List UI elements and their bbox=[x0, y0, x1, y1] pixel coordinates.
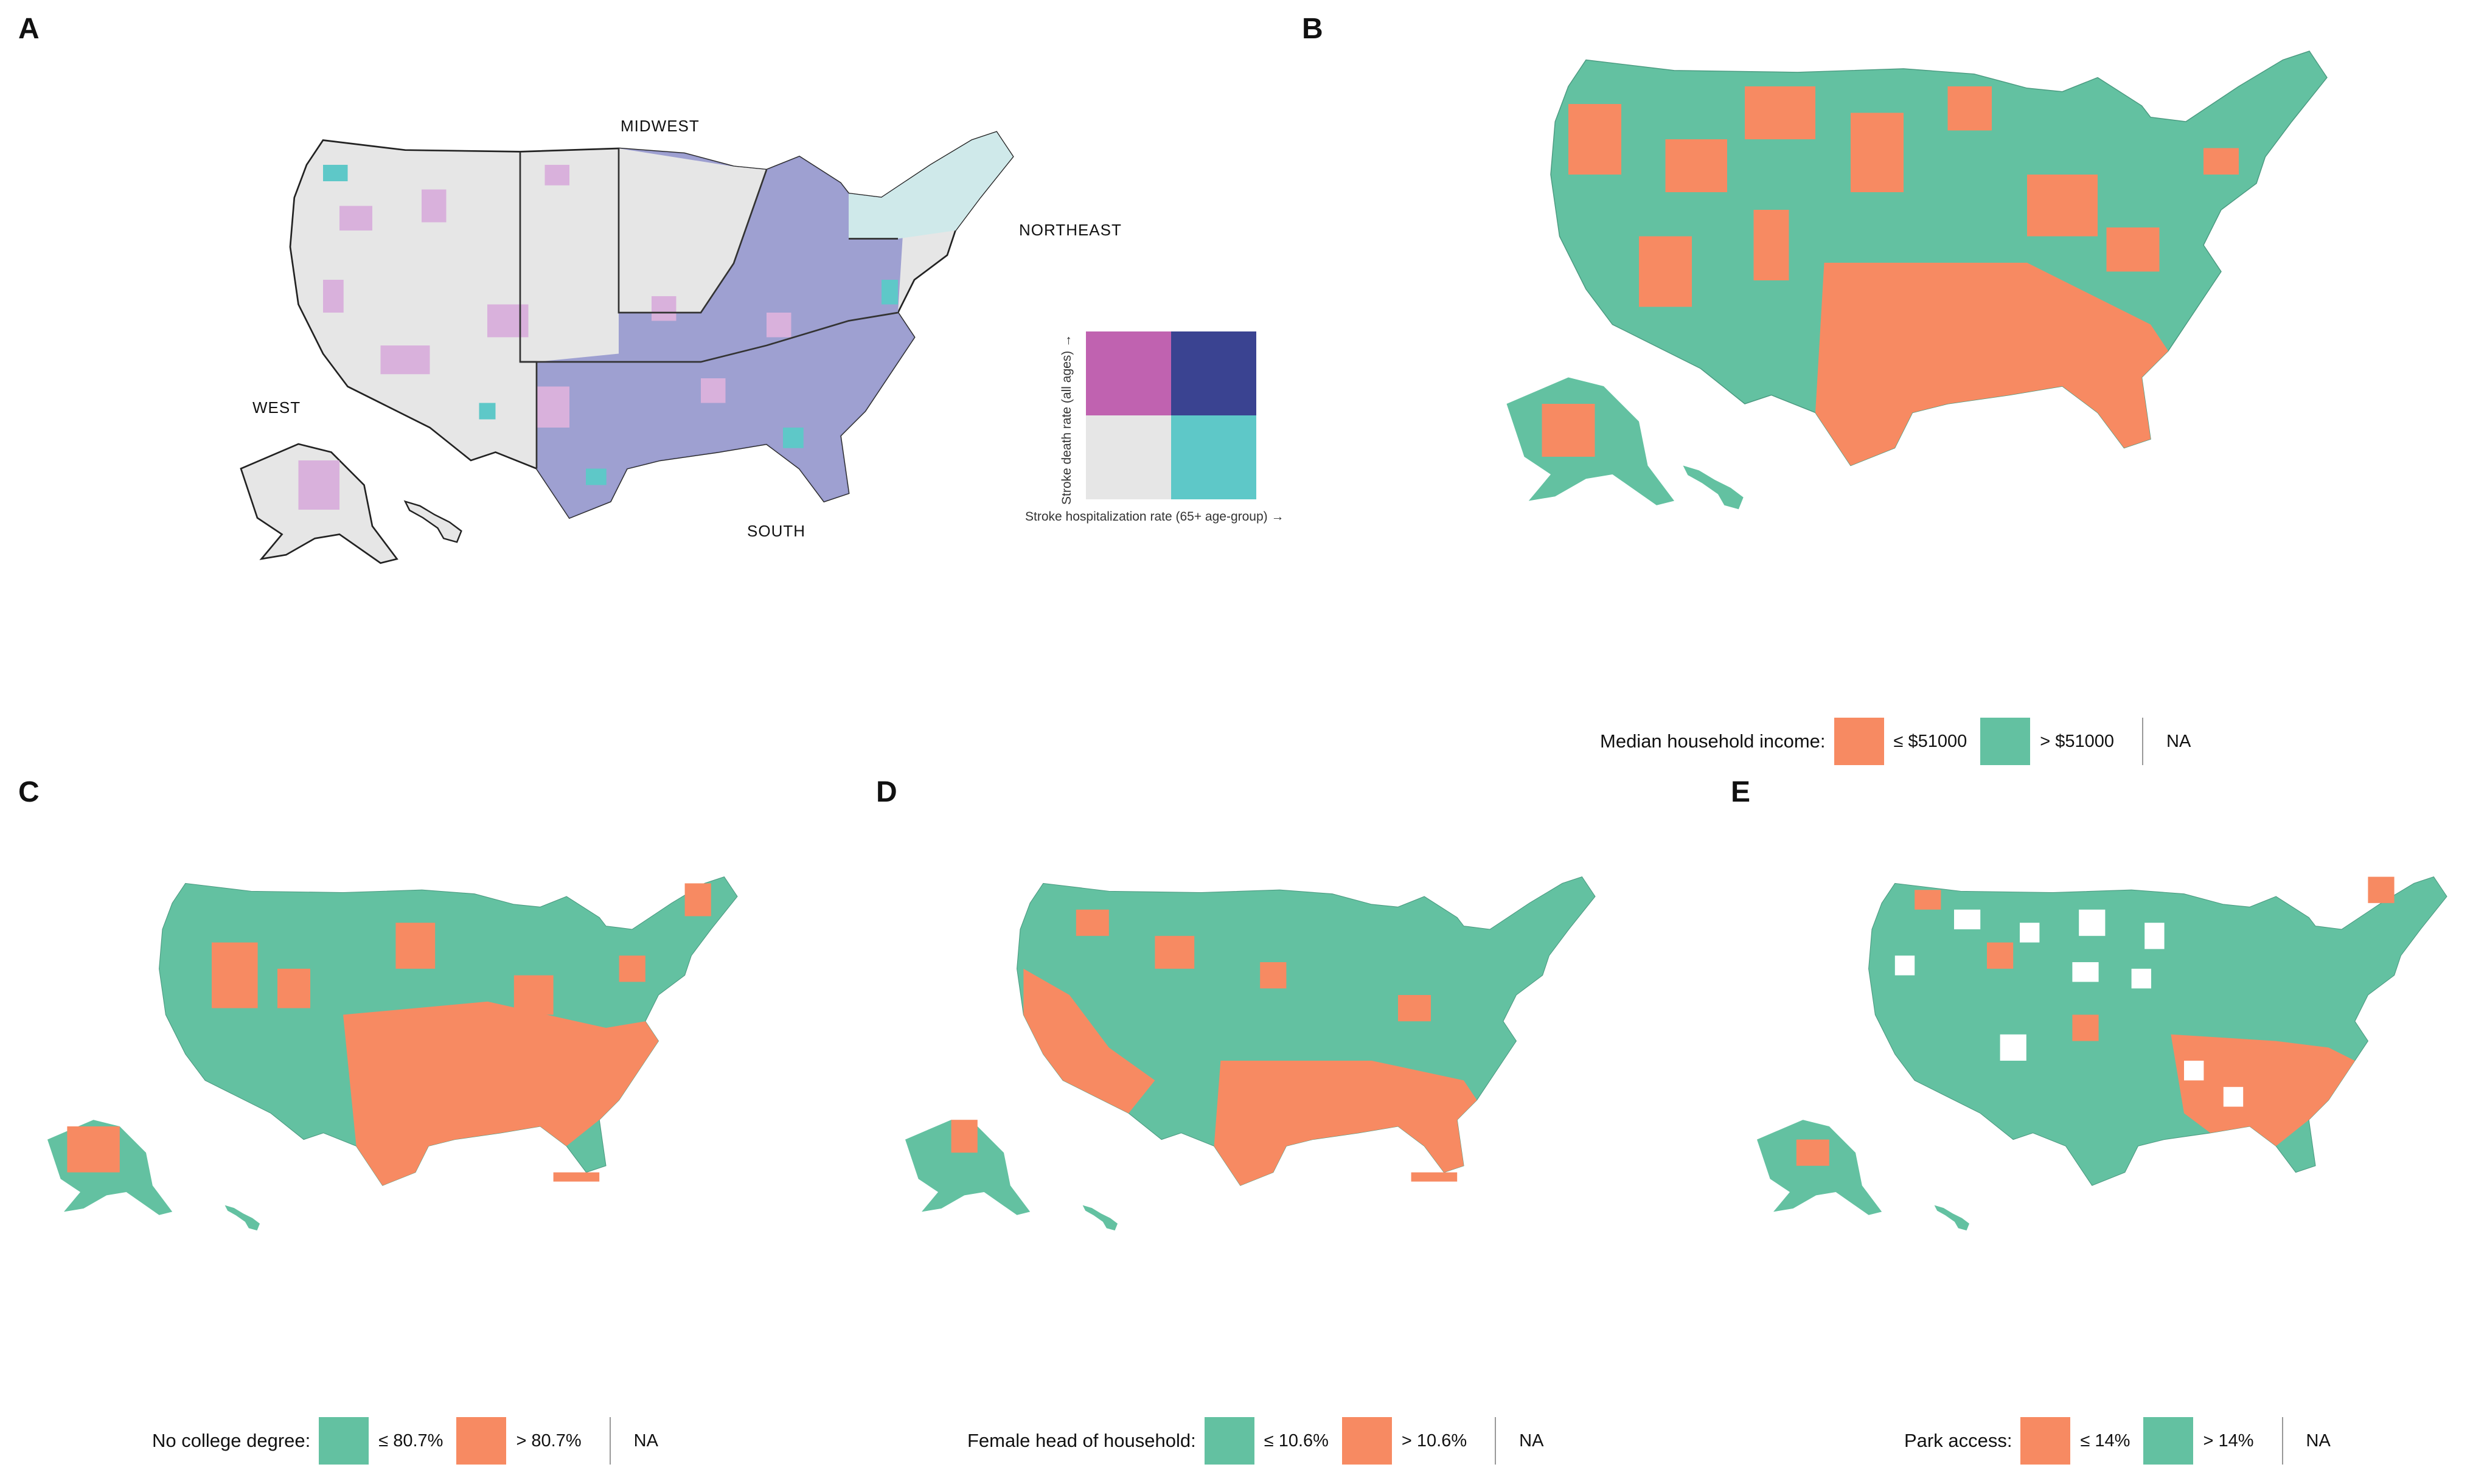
panel-b-legend: Median household income: ≤ $51000 > $510… bbox=[1600, 718, 2191, 765]
panel-b-legend-na-swatch bbox=[2142, 718, 2144, 765]
bivariate-x-axis-label: Stroke hospitalization rate (65+ age-gro… bbox=[1025, 510, 1284, 524]
panel-d-legend-na-label: NA bbox=[1519, 1430, 1544, 1451]
region-label-south: SOUTH bbox=[747, 522, 805, 540]
panel-c-letter: C bbox=[18, 776, 40, 808]
panel-b-legend-low-swatch bbox=[1834, 718, 1884, 765]
panel-c-legend-title: No college degree: bbox=[152, 1430, 311, 1451]
panel-e-legend-second-label: > 14% bbox=[2203, 1430, 2254, 1451]
panel-d-legend-second-label: > 10.6% bbox=[1401, 1430, 1467, 1451]
bivariate-cell-high-both bbox=[1171, 331, 1256, 415]
bivariate-legend bbox=[1086, 331, 1256, 499]
panel-d-legend-title: Female head of household: bbox=[967, 1430, 1196, 1451]
panel-d-map bbox=[905, 876, 1596, 1231]
panel-c-legend-first-swatch bbox=[319, 1417, 369, 1465]
panel-d-legend-second-swatch bbox=[1341, 1417, 1392, 1465]
panel-a-map bbox=[240, 131, 1014, 564]
region-label-midwest: MIDWEST bbox=[621, 117, 700, 135]
panel-d-legend-first-swatch bbox=[1204, 1417, 1254, 1465]
region-label-west: WEST bbox=[252, 398, 301, 417]
panel-c-legend-na-swatch bbox=[609, 1417, 611, 1465]
panel-c-legend: No college degree: ≤ 80.7% > 80.7% NA bbox=[152, 1417, 658, 1465]
panel-b-letter: B bbox=[1302, 13, 1323, 45]
panel-b-map bbox=[1506, 50, 2328, 510]
panel-e-legend-second-swatch bbox=[2143, 1417, 2194, 1465]
panel-c-legend-second-swatch bbox=[456, 1417, 507, 1465]
panel-c-legend-na-label: NA bbox=[633, 1430, 658, 1451]
panel-a-letter: A bbox=[18, 13, 40, 45]
bivariate-cell-high-death-low-hosp bbox=[1086, 331, 1171, 415]
panel-b-legend-na-label: NA bbox=[2166, 731, 2191, 751]
bivariate-cell-low-both bbox=[1086, 415, 1171, 499]
panel-e-legend-na-swatch bbox=[2281, 1417, 2283, 1465]
panel-d-legend-na-swatch bbox=[1495, 1417, 1497, 1465]
panel-b-legend-high-swatch bbox=[1980, 718, 2031, 765]
panel-e-legend-first-swatch bbox=[2020, 1417, 2071, 1465]
region-label-northeast: NORTHEAST bbox=[1019, 221, 1122, 239]
panel-d-legend-first-label: ≤ 10.6% bbox=[1264, 1430, 1329, 1451]
bivariate-cell-low-death-high-hosp bbox=[1171, 415, 1256, 499]
panel-e-legend-title: Park access: bbox=[1904, 1430, 2012, 1451]
panel-c-legend-second-label: > 80.7% bbox=[516, 1430, 582, 1451]
panel-e-legend-na-label: NA bbox=[2306, 1430, 2331, 1451]
panel-e-legend: Park access: ≤ 14% > 14% NA bbox=[1904, 1417, 2331, 1465]
panel-b-legend-low-label: ≤ $51000 bbox=[1893, 731, 1967, 751]
panel-e-legend-first-label: ≤ 14% bbox=[2080, 1430, 2130, 1451]
panel-c-map bbox=[47, 876, 738, 1231]
panel-c-legend-first-label: ≤ 80.7% bbox=[378, 1430, 443, 1451]
panel-d-legend: Female head of household: ≤ 10.6% > 10.6… bbox=[967, 1417, 1543, 1465]
panel-e-map bbox=[1757, 876, 2447, 1231]
panel-d-letter: D bbox=[876, 776, 897, 808]
panel-e-letter: E bbox=[1731, 776, 1751, 808]
panel-b-legend-title: Median household income: bbox=[1600, 730, 1826, 752]
bivariate-y-axis-label: Stroke death rate (all ages) → bbox=[1060, 334, 1074, 505]
panel-b-legend-high-label: > $51000 bbox=[2040, 731, 2115, 751]
